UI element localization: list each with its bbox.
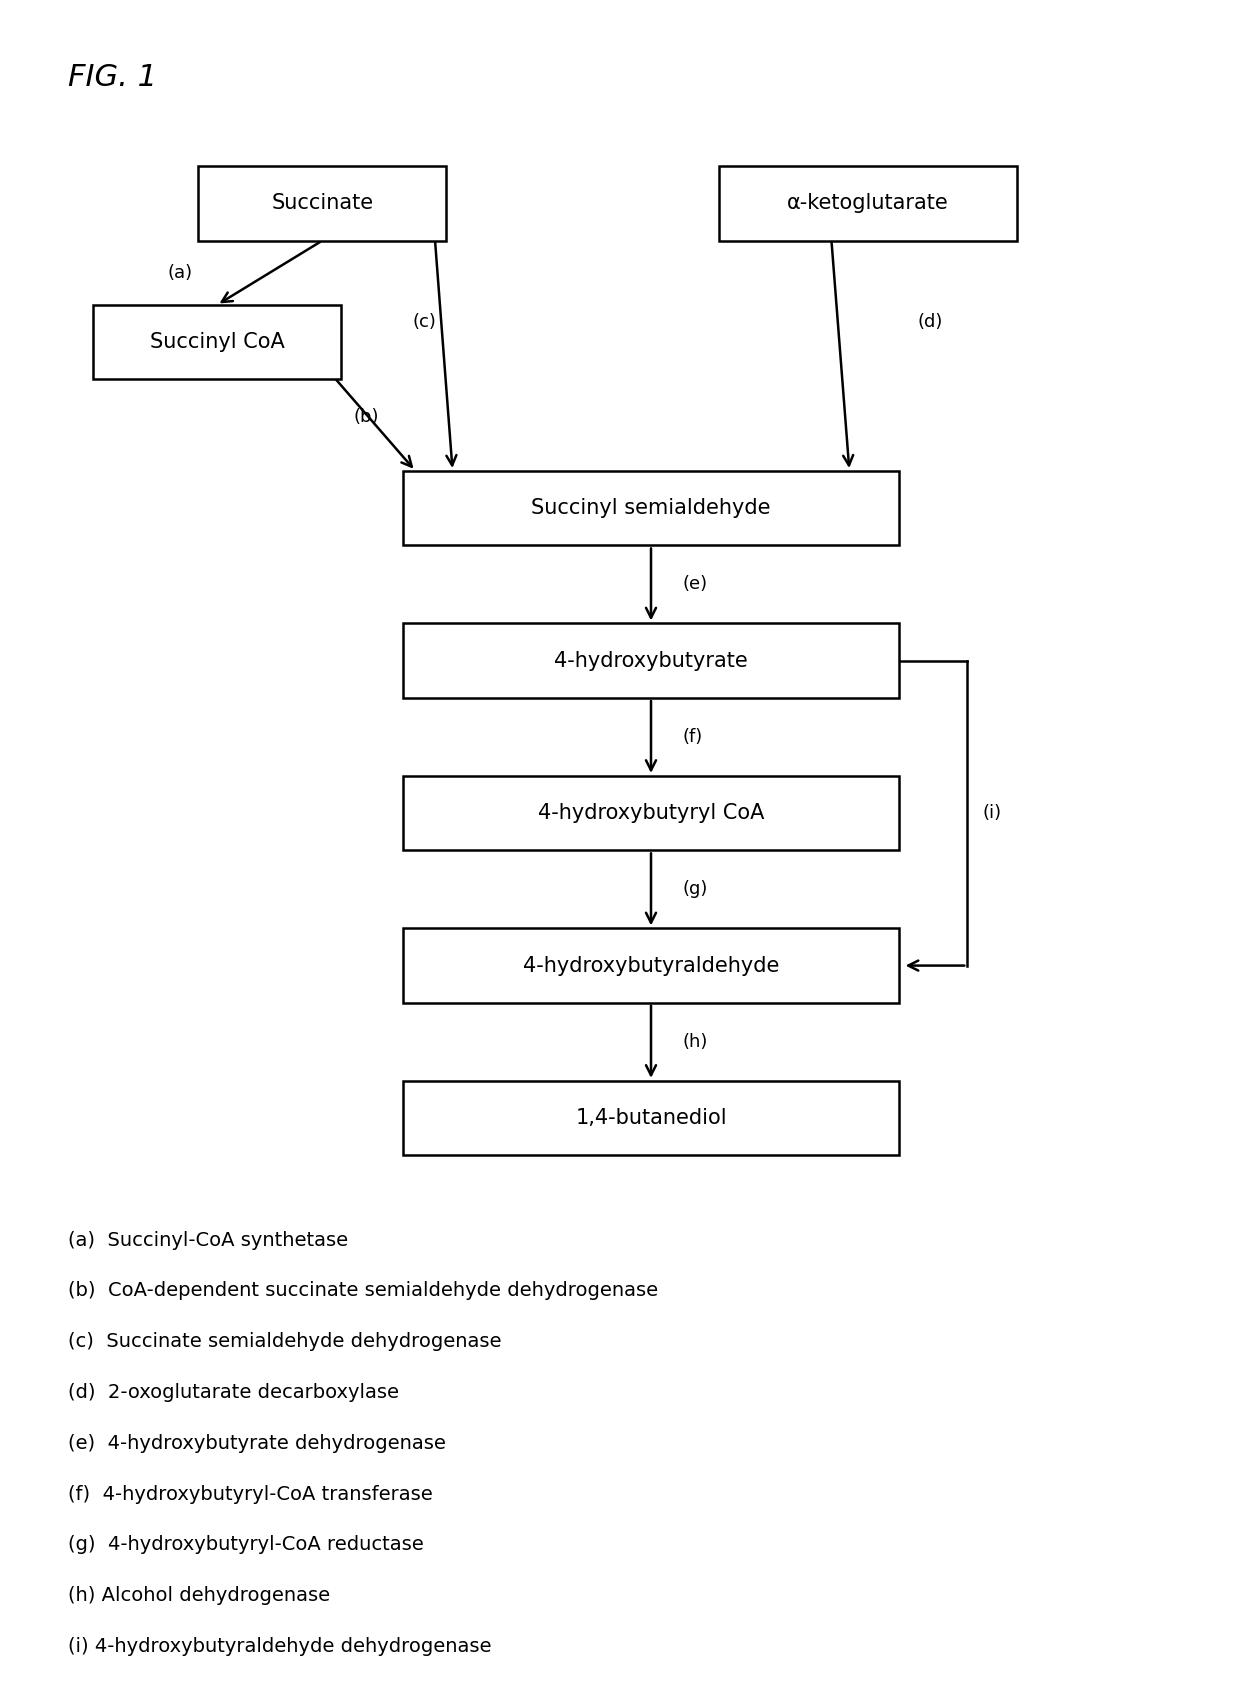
Bar — [403, 776, 899, 850]
Text: (a)  Succinyl-CoA synthetase: (a) Succinyl-CoA synthetase — [68, 1230, 348, 1250]
Text: (h) Alcohol dehydrogenase: (h) Alcohol dehydrogenase — [68, 1586, 330, 1606]
Text: (e)  4-hydroxybutyrate dehydrogenase: (e) 4-hydroxybutyrate dehydrogenase — [68, 1433, 446, 1453]
Bar — [403, 623, 899, 698]
Bar — [403, 1081, 899, 1155]
Text: (i) 4-hydroxybutyraldehyde dehydrogenase: (i) 4-hydroxybutyraldehyde dehydrogenase — [68, 1636, 492, 1657]
Bar — [93, 305, 341, 379]
Text: (b): (b) — [353, 408, 379, 425]
Text: 4-hydroxybutyrate: 4-hydroxybutyrate — [554, 650, 748, 671]
Text: 1,4-butanediol: 1,4-butanediol — [575, 1108, 727, 1128]
Text: (d): (d) — [918, 313, 942, 330]
Text: (b)  CoA-dependent succinate semialdehyde dehydrogenase: (b) CoA-dependent succinate semialdehyde… — [68, 1281, 658, 1301]
Text: (i): (i) — [982, 805, 1001, 822]
Text: (f)  4-hydroxybutyryl-CoA transferase: (f) 4-hydroxybutyryl-CoA transferase — [68, 1484, 433, 1504]
Bar — [403, 471, 899, 545]
Text: (d)  2-oxoglutarate decarboxylase: (d) 2-oxoglutarate decarboxylase — [68, 1382, 399, 1403]
Text: (f): (f) — [682, 728, 702, 745]
Text: (c)  Succinate semialdehyde dehydrogenase: (c) Succinate semialdehyde dehydrogenase — [68, 1331, 502, 1352]
Text: FIG. 1: FIG. 1 — [68, 63, 157, 91]
Text: Succinyl semialdehyde: Succinyl semialdehyde — [531, 498, 771, 518]
Text: (h): (h) — [682, 1033, 707, 1050]
Text: Succinate: Succinate — [272, 193, 373, 213]
Text: 4-hydroxybutyraldehyde: 4-hydroxybutyraldehyde — [523, 955, 779, 976]
Text: (a): (a) — [167, 264, 192, 281]
Bar — [198, 166, 446, 241]
Bar — [403, 928, 899, 1003]
Text: (c): (c) — [412, 313, 436, 330]
Text: (g): (g) — [682, 881, 707, 898]
Text: Succinyl CoA: Succinyl CoA — [150, 332, 284, 352]
Text: α-ketoglutarate: α-ketoglutarate — [787, 193, 949, 213]
Text: (e): (e) — [682, 576, 707, 593]
Text: (g)  4-hydroxybutyryl-CoA reductase: (g) 4-hydroxybutyryl-CoA reductase — [68, 1535, 424, 1555]
Bar — [719, 166, 1017, 241]
Text: 4-hydroxybutyryl CoA: 4-hydroxybutyryl CoA — [538, 803, 764, 823]
